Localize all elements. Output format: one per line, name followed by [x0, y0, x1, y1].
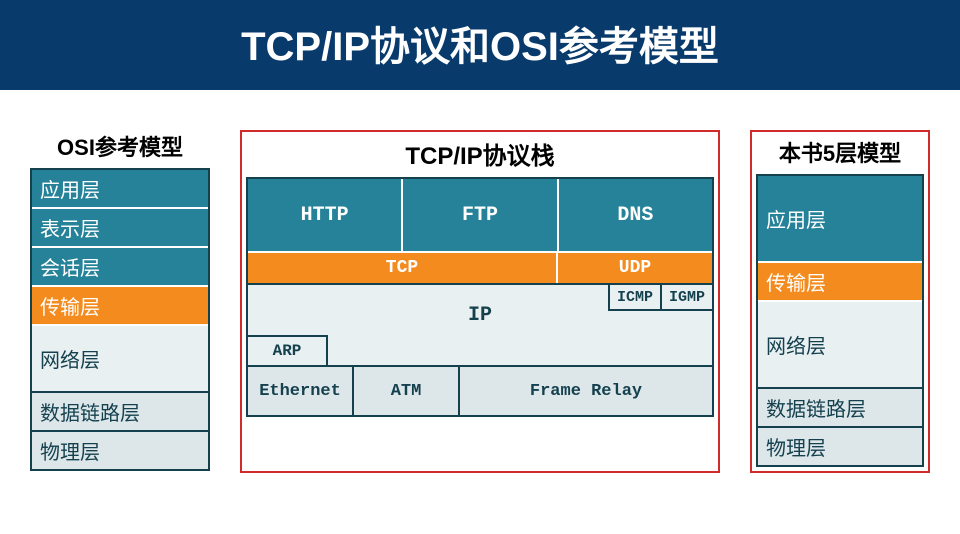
osi-layer-5: 数据链路层	[32, 393, 208, 432]
tcpip-stack: HTTP FTP DNS TCP UDP IP ICMP IGMP ARP Et…	[246, 177, 714, 417]
osi-layer-1: 表示层	[32, 209, 208, 248]
five-layer-0: 应用层	[758, 176, 922, 263]
app-ftp: FTP	[403, 179, 558, 251]
network-area: IP ICMP IGMP ARP	[248, 283, 712, 365]
main-area: OSI参考模型 应用层表示层会话层传输层网络层数据链路层物理层 TCP/IP协议…	[0, 90, 960, 473]
tcpip-title: TCP/IP协议栈	[246, 136, 714, 171]
app-http: HTTP	[248, 179, 403, 251]
five-layer-column: 本书5层模型 应用层传输层网络层数据链路层物理层	[750, 130, 930, 473]
osi-column: OSI参考模型 应用层表示层会话层传输层网络层数据链路层物理层	[30, 130, 210, 473]
link-atm: ATM	[354, 367, 460, 415]
app-row: HTTP FTP DNS	[248, 179, 712, 251]
transport-row: TCP UDP	[248, 251, 712, 283]
five-layer-2: 网络层	[758, 302, 922, 389]
network-arp: ARP	[248, 335, 328, 365]
osi-layer-6: 物理层	[32, 432, 208, 469]
link-framerelay: Frame Relay	[460, 367, 712, 415]
page-banner: TCP/IP协议和OSI参考模型	[0, 0, 960, 90]
five-title: 本书5层模型	[756, 136, 924, 168]
osi-layer-2: 会话层	[32, 248, 208, 287]
network-igmp: IGMP	[660, 285, 712, 311]
app-dns: DNS	[559, 179, 712, 251]
osi-layers: 应用层表示层会话层传输层网络层数据链路层物理层	[30, 168, 210, 471]
five-layer-3: 数据链路层	[758, 389, 922, 428]
transport-tcp: TCP	[248, 253, 558, 283]
osi-layer-0: 应用层	[32, 170, 208, 209]
osi-title: OSI参考模型	[30, 130, 210, 162]
link-ethernet: Ethernet	[248, 367, 354, 415]
five-layers: 应用层传输层网络层数据链路层物理层	[756, 174, 924, 467]
osi-layer-3: 传输层	[32, 287, 208, 326]
link-row: Ethernet ATM Frame Relay	[248, 365, 712, 415]
transport-udp: UDP	[558, 253, 712, 283]
banner-title: TCP/IP协议和OSI参考模型	[241, 25, 719, 69]
five-layer-1: 传输层	[758, 263, 922, 302]
tcpip-column: TCP/IP协议栈 HTTP FTP DNS TCP UDP IP ICMP I…	[240, 130, 720, 473]
network-icmp: ICMP	[608, 285, 660, 311]
osi-layer-4: 网络层	[32, 326, 208, 393]
five-layer-4: 物理层	[758, 428, 922, 465]
